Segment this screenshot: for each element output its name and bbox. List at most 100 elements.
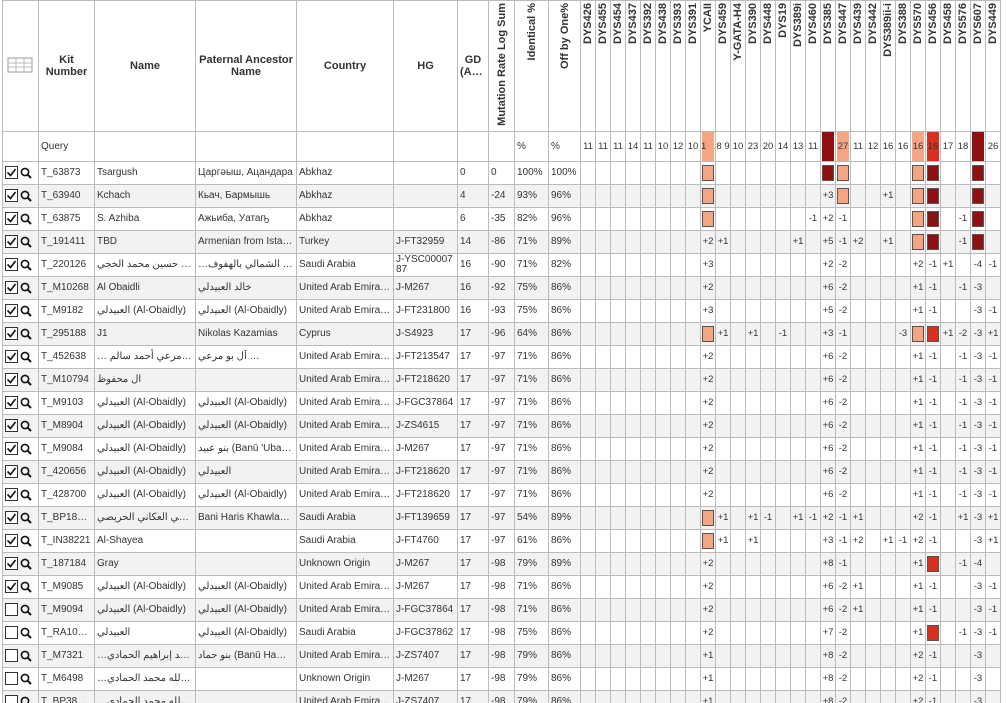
checkbox-checked[interactable] — [5, 166, 18, 180]
checkbox[interactable] — [5, 603, 18, 617]
search-icon[interactable] — [20, 167, 32, 179]
checkbox-checked[interactable] — [5, 304, 18, 318]
search-icon[interactable] — [20, 374, 32, 386]
checkbox-checked[interactable] — [5, 373, 18, 387]
search-icon[interactable] — [20, 443, 32, 455]
column-header[interactable]: Kit Number — [38, 0, 95, 132]
marker-header[interactable]: DYS607 — [970, 0, 986, 132]
marker-header[interactable]: DYS448 — [760, 0, 776, 132]
marker-value: +6 — [822, 581, 834, 593]
column-header[interactable]: Identical % — [514, 0, 549, 132]
search-icon[interactable] — [20, 259, 32, 271]
search-icon[interactable] — [20, 190, 32, 202]
column-header[interactable]: Country — [296, 0, 394, 132]
column-picker[interactable] — [2, 0, 39, 132]
marker-header[interactable]: DYS449 — [985, 0, 1001, 132]
marker-header[interactable]: Y-GATA-H4 — [730, 0, 746, 132]
search-icon[interactable] — [20, 604, 32, 616]
marker-diff — [865, 367, 881, 392]
column-header[interactable]: HG — [393, 0, 458, 132]
checkbox-checked[interactable] — [5, 442, 18, 456]
checkbox-checked[interactable] — [5, 258, 18, 272]
checkbox-checked[interactable] — [5, 557, 18, 571]
checkbox-checked[interactable] — [5, 281, 18, 295]
marker-header[interactable]: DYS390 — [745, 0, 761, 132]
search-icon[interactable] — [20, 581, 32, 593]
marker-header[interactable]: DYS389i — [790, 0, 806, 132]
search-icon[interactable] — [20, 650, 32, 662]
search-icon[interactable] — [20, 213, 32, 225]
checkbox-checked[interactable] — [5, 419, 18, 433]
column-header[interactable]: Off by One% — [548, 0, 581, 132]
checkbox-checked[interactable] — [5, 488, 18, 502]
marker-header[interactable]: DYS388 — [895, 0, 911, 132]
search-icon[interactable] — [20, 282, 32, 294]
marker-header[interactable]: DYS439 — [850, 0, 866, 132]
marker-header[interactable]: DYS393 — [670, 0, 686, 132]
search-icon[interactable] — [20, 627, 32, 639]
checkbox-checked[interactable] — [5, 189, 18, 203]
checkbox-checked[interactable] — [5, 350, 18, 364]
marker-header[interactable]: DYS438 — [655, 0, 671, 132]
marker-header[interactable]: DYS447 — [835, 0, 851, 132]
checkbox-checked[interactable] — [5, 511, 18, 525]
checkbox-checked[interactable] — [5, 580, 18, 594]
marker-header[interactable]: DYS426 — [580, 0, 596, 132]
checkbox[interactable] — [5, 626, 18, 640]
marker-header[interactable]: DYS437 — [625, 0, 641, 132]
search-icon[interactable] — [20, 397, 32, 409]
search-icon[interactable] — [20, 489, 32, 501]
marker-header[interactable]: DYS389ii-i — [880, 0, 896, 132]
marker-header[interactable]: DYS460 — [805, 0, 821, 132]
marker-header[interactable]: YCAII — [700, 0, 716, 132]
marker-value: -2 — [838, 443, 848, 455]
search-icon[interactable] — [20, 696, 32, 703]
checkbox-checked[interactable] — [5, 396, 18, 410]
search-icon[interactable] — [20, 535, 32, 547]
marker-diff: +2 — [910, 689, 926, 703]
marker-header[interactable]: DYS454 — [610, 0, 626, 132]
marker-diff — [760, 183, 776, 208]
column-header[interactable]: Mutation Rate Log Sum — [488, 0, 515, 132]
checkbox-checked[interactable] — [5, 465, 18, 479]
search-icon[interactable] — [20, 420, 32, 432]
checkbox-checked[interactable] — [5, 212, 18, 226]
marker-header[interactable]: DYS459 — [715, 0, 731, 132]
marker-header[interactable]: DYS385 — [820, 0, 836, 132]
search-icon[interactable] — [20, 305, 32, 317]
marker-header[interactable]: DYS576 — [955, 0, 971, 132]
marker-value: -1 — [928, 397, 938, 409]
search-icon[interactable] — [20, 466, 32, 478]
checkbox-checked[interactable] — [5, 327, 18, 341]
marker-diff — [685, 183, 701, 208]
marker-highlight — [972, 233, 984, 250]
marker-diff — [790, 298, 806, 323]
ancestor: العبيدلي (Al-Obaidly) — [195, 298, 297, 323]
checkbox[interactable] — [5, 672, 18, 686]
marker-header[interactable]: DYS455 — [595, 0, 611, 132]
checkbox-checked[interactable] — [5, 235, 18, 249]
marker-header[interactable]: DYS392 — [640, 0, 656, 132]
checkbox[interactable] — [5, 649, 18, 663]
marker-header[interactable]: DYS442 — [865, 0, 881, 132]
marker-header[interactable]: DYS458 — [940, 0, 956, 132]
marker-diff — [730, 666, 746, 691]
search-icon[interactable] — [20, 236, 32, 248]
column-header[interactable]: Paternal Ancestor Name — [195, 0, 297, 132]
marker-diff — [865, 482, 881, 507]
marker-header[interactable]: DYS456 — [925, 0, 941, 132]
column-header[interactable]: Name — [94, 0, 196, 132]
column-picker-icon[interactable] — [7, 57, 34, 74]
checkbox[interactable] — [5, 695, 18, 703]
search-icon[interactable] — [20, 673, 32, 685]
column-header[interactable]: GD (Abs) — [457, 0, 489, 132]
marker-header[interactable]: DYS570 — [910, 0, 926, 132]
search-icon[interactable] — [20, 351, 32, 363]
marker-header[interactable]: DYS391 — [685, 0, 701, 132]
search-icon[interactable] — [20, 328, 32, 340]
row-controls — [2, 689, 39, 703]
marker-header[interactable]: DYS19 — [775, 0, 791, 132]
checkbox-checked[interactable] — [5, 534, 18, 548]
search-icon[interactable] — [20, 558, 32, 570]
search-icon[interactable] — [20, 512, 32, 524]
